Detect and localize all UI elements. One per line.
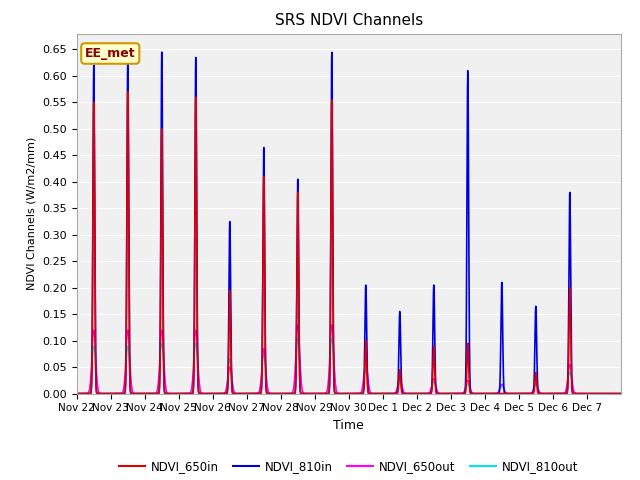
NDVI_650out <box>617 391 625 396</box>
NDVI_650in <box>617 391 625 396</box>
NDVI_650in <box>419 391 426 396</box>
Line: NDVI_810in: NDVI_810in <box>77 52 621 394</box>
NDVI_650out <box>395 377 403 383</box>
NDVI_650in <box>476 391 484 396</box>
NDVI_810out <box>419 391 426 396</box>
Line: NDVI_810out: NDVI_810out <box>77 338 621 394</box>
NDVI_650in <box>497 391 504 396</box>
NDVI_650out <box>419 391 426 396</box>
NDVI_810in <box>100 391 108 396</box>
NDVI_650in <box>73 391 81 396</box>
Y-axis label: NDVI Channels (W/m2/mm): NDVI Channels (W/m2/mm) <box>27 137 36 290</box>
NDVI_650out <box>73 391 81 396</box>
NDVI_810out <box>617 391 625 396</box>
NDVI_650out <box>270 391 278 396</box>
NDVI_650out <box>100 391 108 396</box>
NDVI_650in <box>506 391 513 396</box>
NDVI_810out <box>395 381 403 386</box>
NDVI_810in <box>158 49 166 55</box>
NDVI_810out <box>476 391 484 396</box>
NDVI_650in <box>270 391 278 396</box>
NDVI_650out <box>476 391 484 396</box>
NDVI_810out <box>73 391 81 396</box>
NDVI_810in <box>73 391 81 396</box>
NDVI_650in <box>100 391 108 396</box>
NDVI_650out <box>506 391 513 396</box>
X-axis label: Time: Time <box>333 419 364 432</box>
NDVI_810in <box>599 391 607 396</box>
NDVI_810in <box>476 391 484 396</box>
NDVI_810out <box>506 391 513 396</box>
NDVI_650in <box>124 89 132 95</box>
Title: SRS NDVI Channels: SRS NDVI Channels <box>275 13 423 28</box>
NDVI_810out <box>100 391 108 396</box>
NDVI_650in <box>395 380 403 385</box>
NDVI_810in <box>395 352 403 358</box>
NDVI_810in <box>419 391 426 396</box>
NDVI_810in <box>617 391 625 396</box>
NDVI_810out <box>270 391 278 396</box>
NDVI_810out <box>294 335 301 341</box>
Legend: NDVI_650in, NDVI_810in, NDVI_650out, NDVI_810out: NDVI_650in, NDVI_810in, NDVI_650out, NDV… <box>115 456 583 478</box>
NDVI_810in <box>506 391 513 396</box>
NDVI_810in <box>270 391 278 396</box>
NDVI_650out <box>294 322 301 328</box>
Text: EE_met: EE_met <box>85 47 136 60</box>
Line: NDVI_650out: NDVI_650out <box>77 325 621 394</box>
Line: NDVI_650in: NDVI_650in <box>77 92 621 394</box>
